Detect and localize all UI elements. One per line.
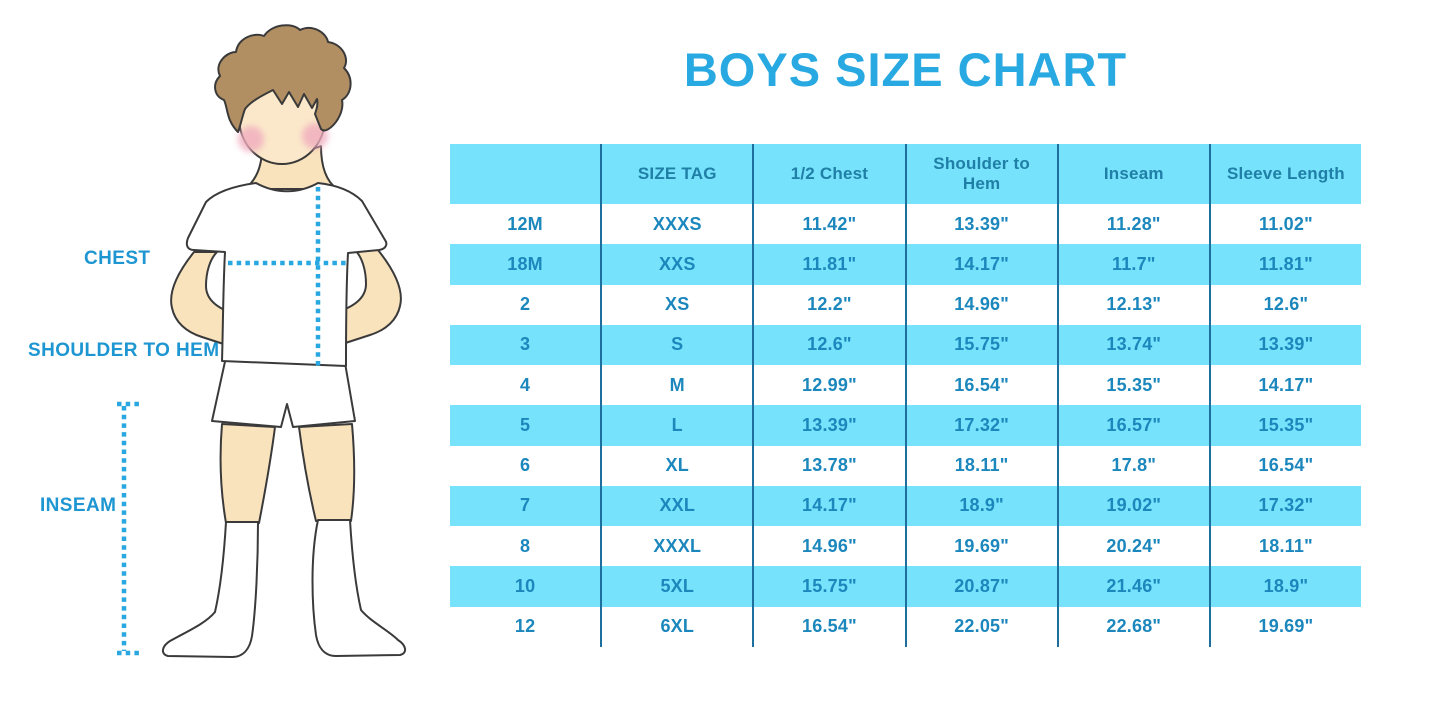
measurement-cell: 13.74" [1056, 324, 1209, 366]
measurement-cell: 14.17" [1208, 365, 1361, 406]
shoulder-to-hem-label: SHOULDER TO HEM [28, 340, 220, 361]
measurement-cell: 17.8" [1056, 445, 1209, 486]
size-label-cell: 7 [519, 495, 531, 516]
measurement-cell: 18.11" [904, 445, 1057, 486]
measurement-cell: 11.42" [752, 204, 904, 245]
measurement-cell: 19.69" [1208, 606, 1361, 647]
measurement-cell: 12.6" [752, 324, 904, 366]
size-label-cell: 2 [519, 294, 531, 315]
column-header: Sleeve Length [1208, 144, 1361, 204]
measurement-cell: 13.39" [752, 405, 904, 446]
size-tag-cell: 6XL [600, 606, 752, 647]
table-row: 3 S 12.6" 15.75" 13.74" 13.39" [450, 324, 1361, 366]
size-tag-cell: 5XL [600, 566, 752, 607]
size-tag-cell: L [600, 405, 752, 446]
measurement-cell: 22.68" [1056, 606, 1209, 647]
measurement-cell: 13.78" [752, 445, 904, 486]
measurement-cell: 14.17" [752, 485, 904, 527]
chest-label: CHEST [84, 248, 151, 269]
measurement-cell: 11.02" [1208, 204, 1361, 245]
size-tag-cell: XXS [600, 244, 752, 285]
table-header-row: SIZE TAG 1/2 Chest Shoulder to Hem Inseam Sl… [450, 144, 1361, 204]
measurement-cell: 19.69" [904, 526, 1057, 567]
hair [214, 24, 352, 133]
right-sock [311, 519, 406, 657]
measurement-cell: 16.57" [1056, 405, 1209, 446]
measurement-cell: 11.7" [1056, 244, 1209, 285]
size-tag-cell: XS [600, 284, 752, 325]
measurement-cell: 17.32" [1208, 485, 1361, 527]
measurement-cell: 21.46" [1056, 566, 1209, 607]
left-cheek [238, 126, 264, 152]
size-tag-cell: XXXS [600, 204, 752, 245]
size-label-cell: 8 [519, 535, 531, 556]
size-tag-cell: M [600, 365, 752, 406]
right-leg [298, 423, 356, 522]
table-row: 18M XXS 11.81" 14.17" 11.7" 11.81" [450, 244, 1361, 285]
measurement-cell: 12.13" [1056, 284, 1209, 325]
size-label-cell: 12 [514, 616, 536, 637]
column-header: SIZE TAG [600, 144, 752, 204]
measurement-cell: 16.54" [1208, 445, 1361, 486]
table-row: 2 XS 12.2" 14.96" 12.13" 12.6" [450, 284, 1361, 325]
size-label-cell: 6 [519, 455, 531, 476]
size-tag-cell: XXL [600, 485, 752, 527]
measurement-cell: 14.17" [904, 244, 1057, 285]
measurement-cell: 18.11" [1208, 526, 1361, 567]
measurement-cell: 11.81" [752, 244, 904, 285]
table-row: 12M XXXS 11.42" 13.39" 11.28" 11.02" [450, 204, 1361, 245]
page-title: BOYS SIZE CHART [683, 43, 1128, 96]
tshirt [185, 182, 388, 367]
table-row: 4 M 12.99" 16.54" 15.35" 14.17" [450, 365, 1361, 406]
measurement-cell: 12.6" [1208, 284, 1361, 325]
column-header: Inseam [1056, 144, 1209, 204]
size-label-cell: 4 [519, 374, 531, 395]
measurement-cell: 22.05" [904, 606, 1057, 647]
measurement-cell: 13.39" [904, 204, 1057, 245]
size-tag-cell: XL [600, 445, 752, 486]
column-header-blank [450, 144, 600, 204]
table-row: 6 XL 13.78" 18.11" 17.8" 16.54" [450, 445, 1361, 486]
measurement-cell: 12.2" [752, 284, 904, 325]
size-tag-cell: S [600, 324, 752, 366]
measurement-cell: 14.96" [752, 526, 904, 567]
measurement-cell: 17.32" [904, 405, 1057, 446]
size-tag-cell: XXXL [600, 526, 752, 567]
table-row: 10 5XL 15.75" 20.87" 21.46" 18.9" [450, 566, 1361, 607]
measurement-cell: 16.54" [904, 365, 1057, 406]
left-sock [162, 521, 259, 658]
measurement-cell: 20.87" [904, 566, 1057, 607]
measurement-cell: 15.75" [752, 566, 904, 607]
measurement-cell: 18.9" [904, 485, 1057, 527]
measurement-cell: 15.35" [1056, 365, 1209, 406]
left-leg [219, 423, 276, 524]
table-row: 12 6XL 16.54" 22.05" 22.68" 19.69" [450, 606, 1361, 647]
measurement-cell: 20.24" [1056, 526, 1209, 567]
size-table: SIZE TAG 1/2 Chest Shoulder to Hem Inseam Sl… [450, 144, 1361, 647]
size-label-cell: 5 [519, 414, 531, 435]
measurement-cell: 18.9" [1208, 566, 1361, 607]
column-header: Shoulder to Hem [904, 144, 1057, 204]
measurement-cell: 15.35" [1208, 405, 1361, 446]
size-label-cell: 10 [514, 576, 536, 597]
boy-figure-illustration [117, 24, 406, 658]
size-label-cell: 3 [519, 334, 531, 355]
measurement-cell: 19.02" [1056, 485, 1209, 527]
measurement-cell: 14.96" [904, 284, 1057, 325]
measurement-cell: 11.81" [1208, 244, 1361, 285]
size-label-cell: 18M [507, 253, 543, 274]
measurement-cell: 15.75" [904, 324, 1057, 366]
size-label-cell: 12M [507, 213, 543, 234]
measurement-cell: 11.28" [1056, 204, 1209, 245]
column-header: 1/2 Chest [752, 144, 904, 204]
measurement-cell: 13.39" [1208, 324, 1361, 366]
table-row: 7 XXL 14.17" 18.9" 19.02" 17.32" [450, 485, 1361, 527]
measurement-cell: 12.99" [752, 365, 904, 406]
measurement-cell: 16.54" [752, 606, 904, 647]
table-row: 5 L 13.39" 17.32" 16.57" 15.35" [450, 405, 1361, 446]
table-row: 8 XXXL 14.96" 19.69" 20.24" 18.11" [450, 526, 1361, 567]
inseam-label: INSEAM [40, 495, 117, 516]
shorts [211, 356, 356, 428]
